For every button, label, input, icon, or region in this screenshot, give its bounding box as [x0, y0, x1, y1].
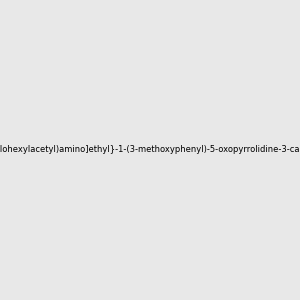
Text: N-{2-[(cyclohexylacetyl)amino]ethyl}-1-(3-methoxyphenyl)-5-oxopyrrolidine-3-carb: N-{2-[(cyclohexylacetyl)amino]ethyl}-1-(… — [0, 146, 300, 154]
